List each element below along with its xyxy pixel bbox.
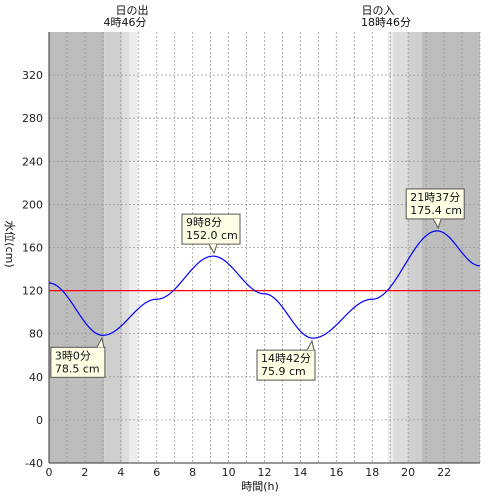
- x-tick-label: 0: [46, 466, 53, 479]
- callout-box: [181, 213, 241, 245]
- x-tick-label: 20: [401, 466, 415, 479]
- callout-pointer: [306, 339, 315, 351]
- sunset-label: 日の入: [361, 4, 395, 17]
- callout-level: 152.0 cm: [186, 229, 238, 242]
- x-tick-label: 14: [293, 466, 307, 479]
- callout-level: 175.4 cm: [410, 204, 462, 217]
- y-tick-label: 80: [29, 328, 43, 341]
- y-tick-label: 240: [22, 155, 43, 168]
- x-tick-label: 2: [81, 466, 88, 479]
- sunrise-label: 日の出: [115, 4, 149, 17]
- tide-curve: [48, 230, 481, 339]
- callout-pointer: [208, 243, 218, 255]
- y-tick-label: 0: [36, 414, 43, 427]
- callout-time: 3時0分: [55, 349, 91, 362]
- y-tick-label: 160: [22, 242, 43, 255]
- x-tick-label: 10: [222, 466, 236, 479]
- y-tick-label: 320: [22, 69, 43, 82]
- sunset-time: 18時46分: [361, 16, 411, 29]
- x-tick-label: 6: [153, 466, 160, 479]
- y-tick-label: 120: [22, 285, 43, 298]
- callout-time: 14時42分: [261, 352, 311, 365]
- callout-box: [405, 188, 465, 220]
- callout-level: 75.9 cm: [261, 365, 306, 378]
- y-axis-label: 水位(cm): [3, 220, 16, 268]
- y-tick-label: 200: [22, 198, 43, 211]
- y-tick-label: -40: [25, 457, 43, 470]
- x-tick-label: 4: [117, 466, 124, 479]
- x-tick-label: 8: [189, 466, 196, 479]
- callout-pointer: [96, 336, 105, 348]
- daylight-band: [393, 32, 408, 463]
- callout-box: [50, 346, 106, 378]
- y-tick-label: 40: [29, 371, 43, 384]
- callout-level: 78.5 cm: [55, 362, 100, 375]
- callout-time: 9時8分: [186, 216, 222, 229]
- x-tick-label: 22: [437, 466, 451, 479]
- callout-time: 21時37分: [410, 191, 460, 204]
- y-tick-label: 280: [22, 112, 43, 125]
- callout-pointer: [432, 218, 442, 230]
- x-tick-label: 16: [329, 466, 343, 479]
- x-tick-label: 18: [365, 466, 379, 479]
- callout-box: [256, 349, 316, 381]
- x-tick-label: 12: [258, 466, 272, 479]
- sunrise-time: 4時46分: [103, 16, 147, 29]
- x-axis-label: 時間(h): [241, 480, 279, 493]
